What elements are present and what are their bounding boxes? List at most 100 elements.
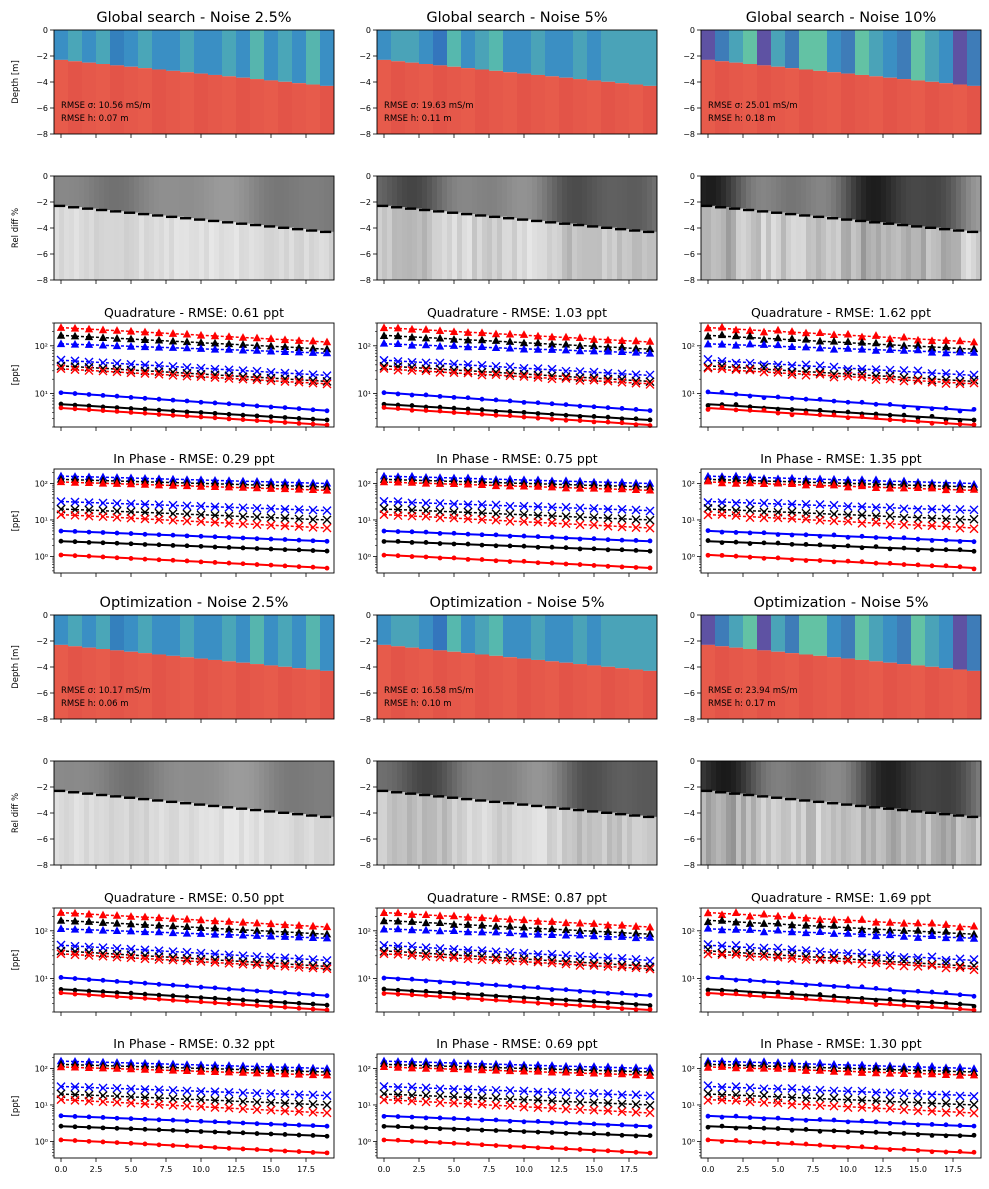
x-marker: [379, 1081, 389, 1091]
x-marker: [589, 961, 599, 971]
triangle-marker: [126, 341, 136, 350]
dot-marker: [324, 1123, 330, 1129]
x-marker: [603, 504, 613, 514]
dot-marker: [226, 986, 232, 992]
dot-marker: [72, 991, 78, 997]
top-layer-cell: [701, 615, 716, 645]
dot-marker: [733, 530, 739, 535]
rel-diff-lower-strip: [537, 220, 543, 280]
triangle-marker: [407, 471, 417, 480]
subplot-title: In Phase - RMSE: 0.29 ppt: [113, 451, 275, 466]
dot-marker: [268, 414, 274, 420]
x-marker: [885, 1103, 895, 1113]
rel-diff-upper-strip: [901, 176, 907, 226]
x-tick-label: 12.5: [227, 1165, 245, 1174]
rel-diff-lower-strip: [159, 215, 165, 280]
dot-marker: [184, 409, 190, 415]
rel-diff-lower-strip: [447, 797, 453, 865]
rel-diff-lower-strip: [382, 790, 388, 865]
triangle-marker: [379, 916, 389, 925]
x-marker: [927, 514, 937, 524]
dot-marker: [859, 1144, 865, 1150]
y-tick-label: −4: [359, 78, 371, 87]
rel-diff-upper-strip: [179, 176, 185, 217]
x-marker: [617, 1099, 627, 1109]
dot-marker: [761, 993, 767, 999]
dot-marker: [929, 420, 935, 426]
rel-diff-upper-strip: [871, 761, 877, 808]
dot-marker: [733, 1125, 739, 1131]
dot-marker: [971, 1003, 977, 1009]
x-marker: [801, 370, 811, 380]
x-marker: [703, 1089, 713, 1099]
rel-diff-lower-strip: [422, 210, 428, 280]
x-marker: [773, 498, 783, 508]
triangle-marker: [843, 482, 853, 491]
x-marker: [308, 963, 318, 973]
interface-line: [799, 799, 811, 802]
rel-diff-lower-strip: [771, 212, 777, 280]
dot-marker: [535, 995, 541, 1001]
dot-marker: [142, 991, 148, 997]
interface-line: [967, 815, 979, 819]
dot-marker: [971, 1123, 977, 1129]
dot-marker: [86, 403, 92, 409]
rel-diff-lower-strip: [249, 808, 255, 865]
series-line: [60, 953, 328, 970]
dot-marker: [775, 406, 781, 412]
triangle-marker: [154, 335, 164, 344]
triangle-marker: [913, 918, 923, 927]
triangle-marker: [140, 912, 150, 921]
x-marker: [463, 1084, 473, 1094]
dot-marker: [577, 536, 583, 542]
triangle-marker: [745, 1063, 755, 1072]
x-marker: [645, 1108, 655, 1118]
triangle-marker: [182, 343, 192, 352]
rel-diff-lower-strip: [721, 207, 727, 280]
subplot-title: Quadrature - RMSE: 1.69 ppt: [751, 890, 931, 905]
rel-diff-upper-strip: [866, 761, 872, 806]
x-marker: [561, 957, 571, 967]
rel-diff-upper-strip: [931, 176, 937, 228]
x-marker: [407, 950, 417, 960]
x-marker: [533, 1095, 543, 1105]
interface-line: [615, 812, 627, 816]
triangle-marker: [252, 931, 262, 939]
x-marker: [561, 502, 571, 512]
x-marker: [631, 963, 641, 973]
triangle-marker: [731, 1063, 741, 1072]
series-line: [383, 911, 651, 928]
rel-diff-upper-strip: [442, 761, 448, 797]
dot-marker: [212, 1119, 218, 1125]
rel-diff-lower-strip: [956, 815, 962, 865]
dot-marker: [156, 1127, 162, 1133]
x-marker: [463, 514, 473, 524]
triangle-marker: [98, 333, 108, 341]
triangle-marker: [84, 909, 94, 918]
x-marker: [519, 1102, 529, 1112]
bottom-layer-cell: [306, 84, 321, 134]
x-marker: [575, 1105, 585, 1115]
x-marker: [477, 514, 487, 524]
x-marker: [955, 963, 965, 973]
rel-diff-lower-strip: [432, 795, 438, 865]
rel-diff-upper-strip: [324, 761, 330, 817]
triangle-marker: [547, 1061, 557, 1069]
rel-diff-upper-strip: [99, 176, 105, 211]
rel-diff-lower-strip: [74, 207, 80, 280]
x-marker: [843, 955, 853, 965]
x-marker: [126, 507, 136, 517]
rel-diff-lower-strip: [746, 210, 752, 280]
x-marker: [603, 521, 613, 531]
rel-diff-lower-strip: [716, 207, 722, 280]
interface-line: [883, 222, 895, 225]
triangle-marker: [477, 920, 487, 929]
bottom-layer-cell: [180, 657, 195, 719]
rel-diff-upper-strip: [377, 761, 383, 791]
triangle-marker: [969, 1064, 979, 1072]
bottom-layer-cell: [531, 659, 546, 719]
x-marker: [252, 373, 262, 383]
rel-diff-upper-strip: [522, 176, 528, 220]
rel-diff-lower-strip: [109, 210, 115, 280]
triangle-marker: [745, 339, 755, 348]
